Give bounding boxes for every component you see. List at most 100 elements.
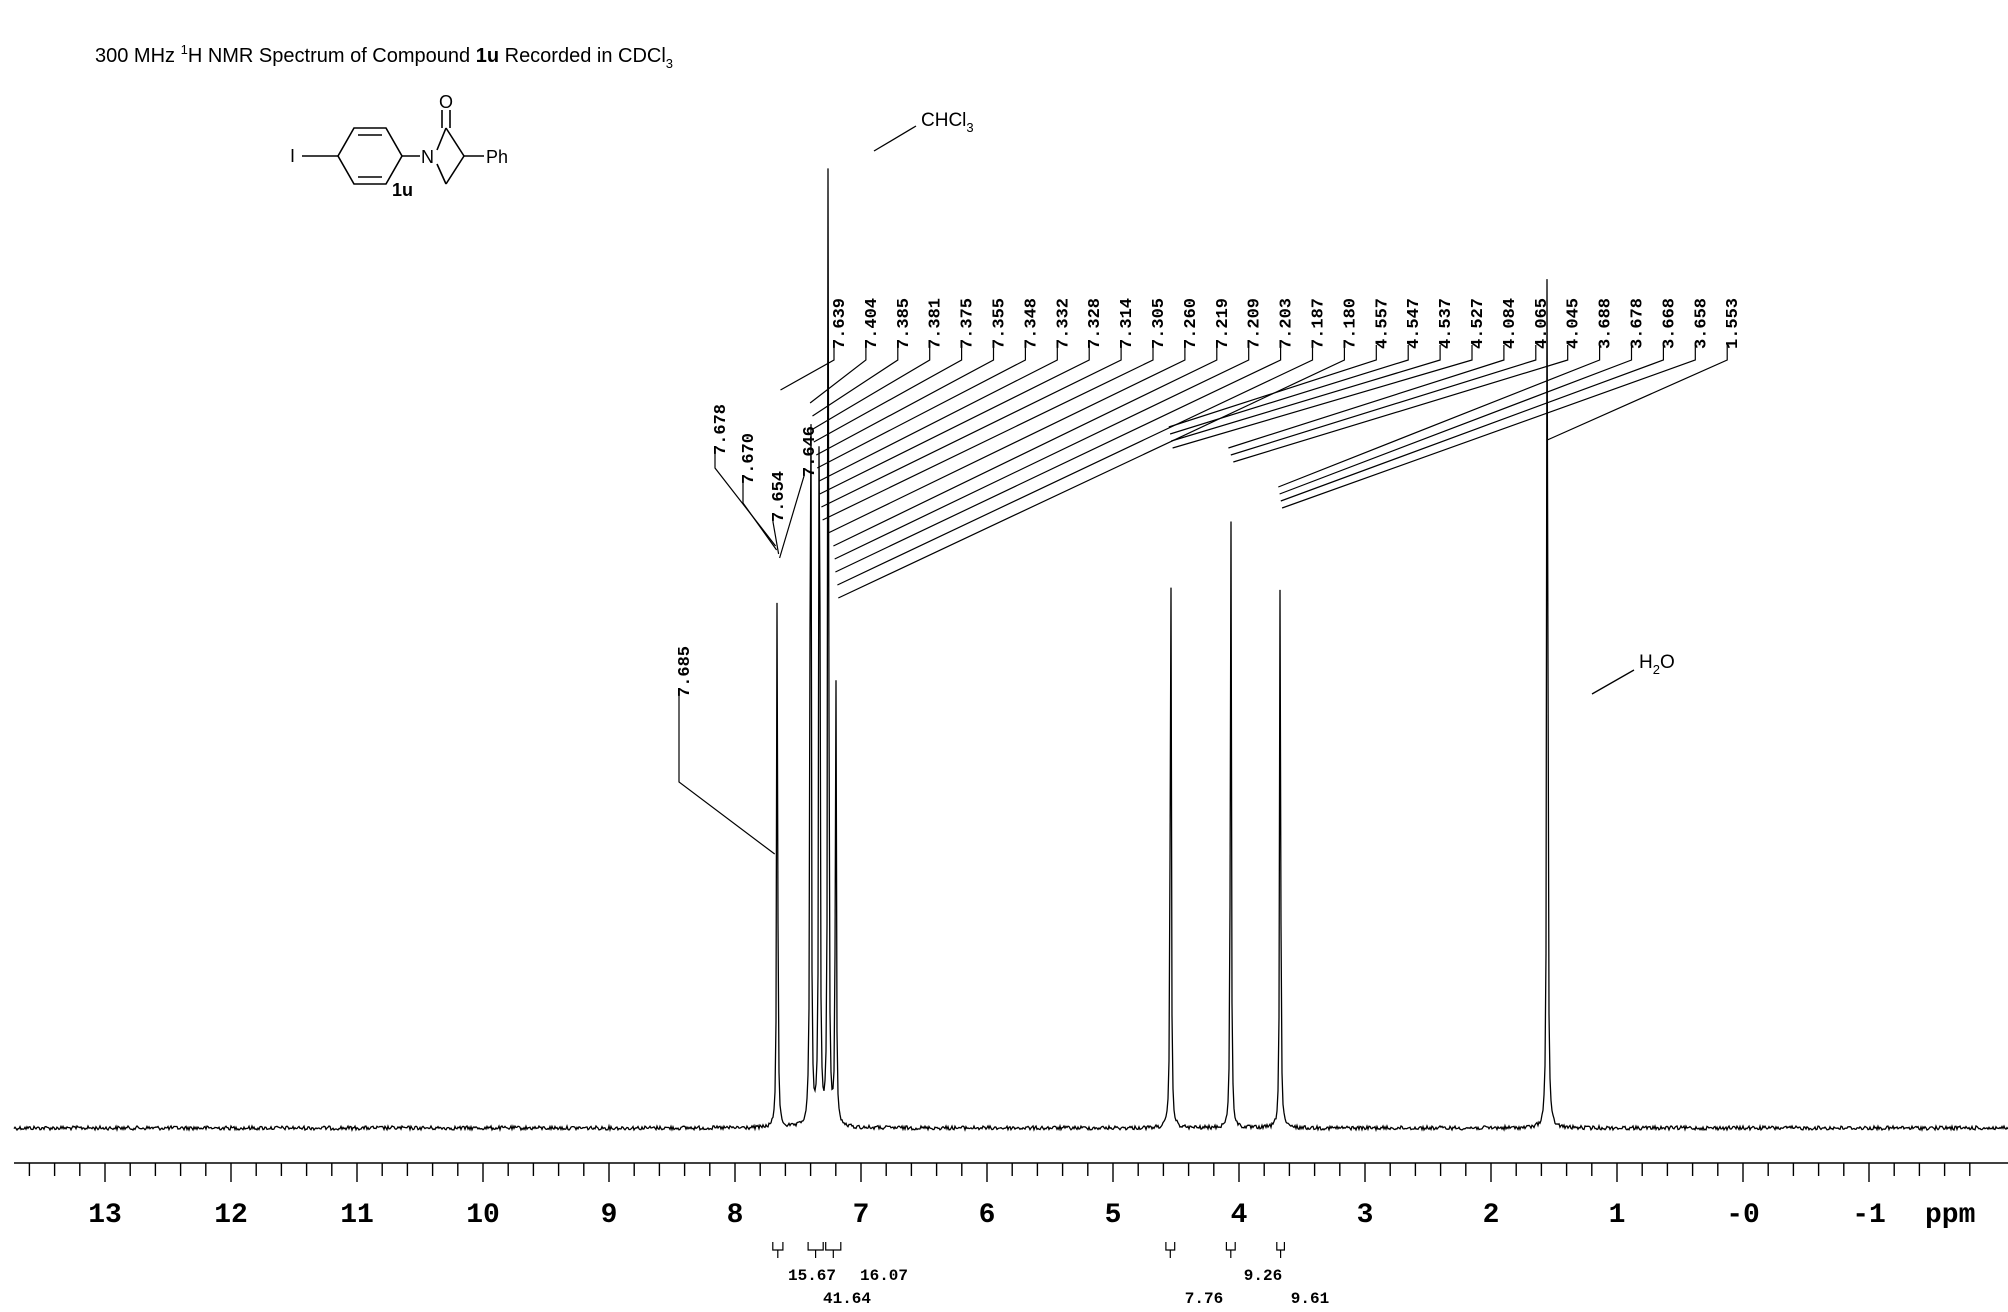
peak-label: 7.670 [740, 433, 759, 484]
peak-leader-line [809, 345, 867, 404]
integral-bracket [1276, 1242, 1285, 1258]
integral-bracket [807, 1242, 824, 1258]
peak-label: 4.084 [1501, 298, 1520, 349]
peak-labels: 7.685 7.678 7.670 7.654 7.646 7.639 7.404 7.385… [676, 298, 1743, 855]
peak-leader-line [813, 345, 963, 443]
peak-leader-line [827, 345, 1186, 534]
x-tick-label: 6 [979, 1200, 996, 1231]
peak-label: 7.678 [712, 404, 731, 455]
peak-label: 7.260 [1182, 298, 1201, 349]
integral-label: 16.07 [860, 1267, 908, 1285]
title-pre: 300 MHz [95, 45, 181, 67]
water-post: O [1660, 652, 1675, 673]
peak-leader-line [1168, 345, 1377, 428]
title-sup: 1 [181, 42, 188, 57]
title-post: Recorded in CDCl [499, 45, 666, 67]
peak-leader-line [821, 345, 1122, 508]
integral-bracket [1165, 1242, 1176, 1258]
x-tick-label: 4 [1231, 1200, 1248, 1231]
peak-label: 3.668 [1660, 298, 1679, 349]
x-tick-label: 8 [727, 1200, 744, 1231]
peak-label: 7.375 [959, 298, 978, 349]
peak-label: 7.685 [676, 646, 695, 697]
peak-leader-line [1280, 345, 1665, 502]
title-bold: 1u [476, 45, 499, 67]
peak-label: 7.328 [1086, 298, 1105, 349]
peak-label: 7.180 [1341, 298, 1360, 349]
title-mid: H NMR Spectrum of Compound [188, 45, 476, 67]
solvent-annotation: CHCl3 [921, 110, 974, 135]
x-axis: 13 12 11 10 9 8 7 6 5 4 3 2 1 -0 -1 [14, 1162, 2008, 1231]
peak-label: 3.658 [1692, 298, 1711, 349]
peak-label: 3.688 [1597, 298, 1616, 349]
structure-iodo-label: I [290, 146, 295, 166]
x-tick-label: 10 [466, 1200, 500, 1231]
x-axis-label: ppm [1925, 1200, 1975, 1231]
peak-leader-line [742, 480, 778, 551]
x-tick-label: 1 [1609, 1200, 1626, 1231]
x-tick-label: 13 [88, 1200, 122, 1231]
peak-label: 7.381 [927, 298, 946, 349]
chemical-structure [302, 110, 484, 185]
x-tick-label: 2 [1483, 1200, 1500, 1231]
peak-leader-line [812, 345, 931, 430]
peak-label: 7.639 [831, 298, 850, 349]
peak-leader-line [1278, 345, 1601, 488]
peak-leader-line [1279, 345, 1633, 495]
peak-leader-line [838, 345, 1346, 599]
solvent-text: CHCl [921, 110, 966, 131]
peak-label: 4.547 [1405, 298, 1424, 349]
peak-label: 7.203 [1278, 298, 1297, 349]
solvent-pointer [873, 125, 917, 152]
peak-leader-line [819, 345, 1090, 495]
peak-label: 4.527 [1469, 298, 1488, 349]
x-tick-label: -1 [1852, 1200, 1886, 1231]
structure-oxygen-label: O [439, 92, 453, 112]
peak-leader-line [816, 345, 995, 456]
peak-leader-line [780, 345, 835, 391]
peak-label: 7.355 [991, 298, 1010, 349]
x-tick-label: 3 [1357, 1200, 1374, 1231]
peak-leader-line [834, 345, 1250, 560]
structure-compound-label: 1u [392, 180, 413, 200]
integral-label: 9.26 [1244, 1267, 1282, 1285]
peak-leader-line [1172, 345, 1473, 449]
integral-bracket [772, 1242, 784, 1258]
peak-leader-line [1171, 345, 1441, 442]
integral-bracket [825, 1242, 842, 1258]
peak-leader-line [835, 345, 1282, 573]
peak-leader-line [1169, 345, 1409, 435]
peak-leader-line [1281, 345, 1696, 509]
peak-label: 7.348 [1022, 298, 1041, 349]
peak-leader-line [818, 345, 1058, 482]
peak-leader-line [1547, 345, 1728, 441]
water-sub: 2 [1653, 662, 1660, 677]
peak-label: 7.385 [895, 298, 914, 349]
chart-title: 300 MHz 1H NMR Spectrum of Compound 1u R… [95, 42, 673, 71]
peak-leader-line [772, 518, 780, 555]
peak-label: 7.404 [863, 298, 882, 349]
peak-leader-line [833, 345, 1218, 547]
peak-leader-line [678, 693, 776, 855]
integral-label: 41.64 [823, 1290, 871, 1308]
peak-label: 7.314 [1118, 298, 1137, 349]
peak-leader-line [779, 473, 805, 559]
peak-label: 7.219 [1214, 298, 1233, 349]
peak-label: 7.209 [1246, 298, 1265, 349]
peak-label: 3.678 [1629, 298, 1648, 349]
x-tick-label: 5 [1105, 1200, 1122, 1231]
peak-leader-line [1233, 345, 1569, 463]
water-text: H [1639, 652, 1653, 673]
peak-label: 4.045 [1565, 298, 1584, 349]
peak-leader-line [837, 345, 1314, 586]
peak-label: 4.065 [1533, 298, 1552, 349]
x-tick-label: 9 [601, 1200, 618, 1231]
water-pointer [1591, 669, 1635, 695]
title-sub: 3 [666, 56, 673, 71]
spectrum-trace [13, 168, 2008, 1133]
solvent-sub: 3 [966, 120, 973, 135]
x-tick-label: 12 [214, 1200, 248, 1231]
peak-leader-line [812, 345, 899, 417]
peak-label: 7.654 [770, 471, 789, 522]
